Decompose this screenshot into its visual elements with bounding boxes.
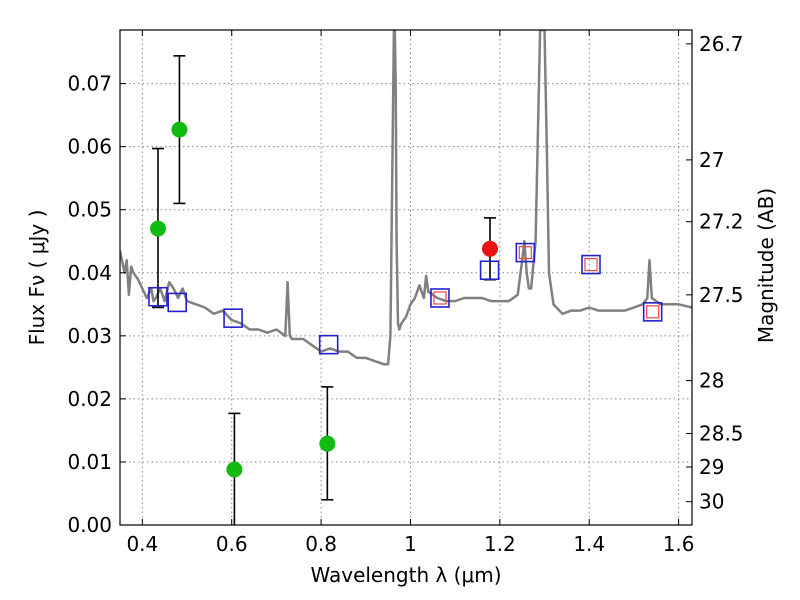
model-square <box>581 254 601 275</box>
model-square <box>515 242 536 263</box>
model-square <box>223 308 243 328</box>
y2-tick-label: 28 <box>699 369 724 393</box>
y2-tick-label: 27 <box>699 148 724 172</box>
y-tick-label: 0.02 <box>67 387 112 411</box>
y2-tick-label: 26.7 <box>699 32 744 56</box>
green-photometry-point <box>149 220 166 237</box>
green-photometry-point <box>171 121 188 138</box>
sed-template-line <box>120 30 692 366</box>
y2-tick-label: 27.2 <box>699 210 744 234</box>
y-tick-label: 0.03 <box>67 324 112 348</box>
model-square <box>642 302 663 322</box>
y-tick-label: 0.00 <box>67 513 112 537</box>
markers-layer <box>148 55 663 525</box>
y2-tick-label: 29 <box>699 455 724 479</box>
y-tick-label: 0.04 <box>67 261 112 285</box>
model-square <box>167 292 187 313</box>
y2-axis-label: Magnitude (AB) <box>754 188 778 343</box>
red-photometry-point <box>482 240 499 257</box>
x-tick-label: 1.2 <box>484 532 516 556</box>
x-tick-label: 0.8 <box>305 532 337 556</box>
y-tick-label: 0.07 <box>67 72 112 96</box>
model-square <box>479 260 500 281</box>
y-tick-label: 0.05 <box>67 198 112 222</box>
grid <box>120 30 692 526</box>
sed-layer <box>120 30 692 366</box>
model-square-inner <box>433 291 447 305</box>
green-photometry-point <box>226 461 243 478</box>
model-square-inner <box>584 257 598 272</box>
x-tick-label: 1 <box>404 532 417 556</box>
x-tick-label: 1.4 <box>573 532 605 556</box>
plot-frame <box>119 29 693 526</box>
model-square <box>430 288 450 308</box>
y2-tick-label: 27.5 <box>699 283 744 307</box>
model-square-inner <box>646 305 660 319</box>
x-tick-label: 0.6 <box>216 532 248 556</box>
model-square-inner <box>518 245 532 260</box>
green-photometry-point <box>319 435 336 452</box>
y-axis-label: Flux Fν ( μJy ) <box>25 210 49 346</box>
y-tick-label: 0.06 <box>67 135 112 159</box>
y2-tick-label: 30 <box>699 490 724 514</box>
model-square <box>148 286 168 307</box>
x-tick-label: 0.4 <box>126 532 158 556</box>
y-tick-label: 0.01 <box>67 450 112 474</box>
ticks-layer: 0.4 0.6 0.8 1 1.2 1.4 1.6 0.00 0.01 0.02 0.03 0.04 0… <box>67 30 744 556</box>
x-axis-label: Wavelength λ (μm) <box>310 563 501 587</box>
model-square <box>318 334 339 355</box>
y2-tick-label: 28.5 <box>699 422 744 446</box>
x-tick-label: 1.6 <box>663 532 695 556</box>
